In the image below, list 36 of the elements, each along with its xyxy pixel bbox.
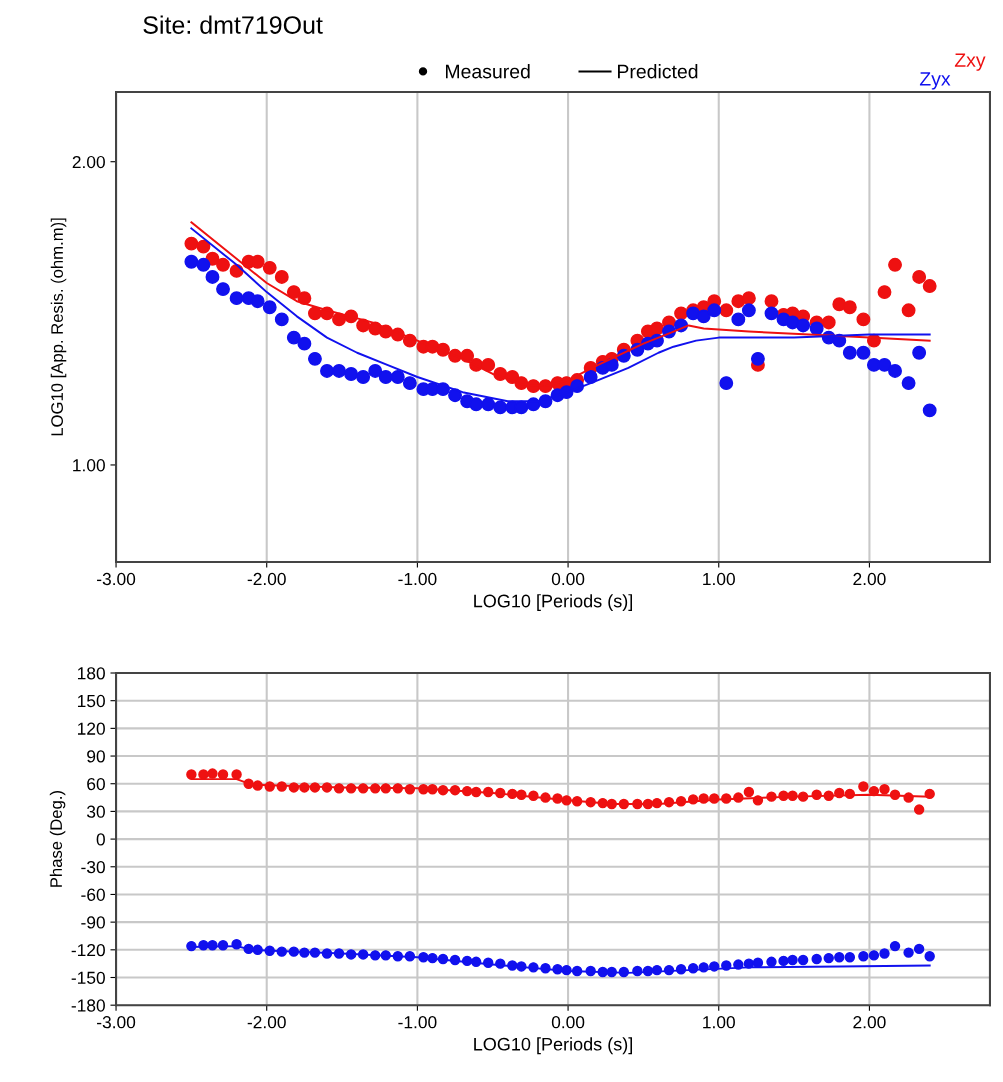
y-tick-label: -60	[81, 888, 105, 901]
x-tick-label: -2.00	[247, 1016, 286, 1029]
x-tick-label: 2.00	[853, 572, 886, 586]
y-tick-label: 150	[77, 694, 105, 708]
y-tick-label: 120	[77, 722, 105, 735]
x-tick-label: -2.00	[247, 572, 286, 586]
x-tick-label: 1.00	[703, 1016, 735, 1029]
text: Measured	[445, 64, 530, 79]
y-tick-label: -120	[71, 943, 105, 957]
x-tick-label: 0.00	[551, 572, 585, 586]
chart-title: Site: dmt719Out	[143, 15, 323, 34]
text: Zyx	[919, 72, 951, 90]
y-tick-label: -30	[81, 860, 105, 874]
y-axis-title: LOG10 [App. Resis. (ohm.m)]	[50, 218, 67, 436]
y-tick-label: 60	[87, 777, 105, 791]
y-tick-label: 0	[96, 833, 105, 846]
y-tick-label: 30	[86, 805, 105, 818]
y-tick-label: 2.00	[72, 155, 105, 169]
x-axis-title: LOG10 [Periods (s)]	[474, 1037, 632, 1055]
x-axis-title: LOG10 [Periods (s)]	[474, 594, 632, 611]
text: Predicted	[618, 64, 698, 79]
x-tick-label: -1.00	[398, 1016, 437, 1029]
y-tick-label: -180	[71, 999, 105, 1012]
x-tick-label: 0.00	[551, 1016, 585, 1029]
y-tick-label: 1.00	[73, 459, 105, 472]
y-tick-label: -90	[81, 916, 105, 929]
y-tick-label: -150	[71, 971, 105, 984]
x-tick-label: -3.00	[97, 572, 136, 586]
y-axis-title: Phase (Deg.)	[49, 791, 66, 887]
x-tick-label: -3.00	[97, 1016, 136, 1029]
y-tick-label: 90	[87, 750, 105, 763]
x-tick-label: -1.00	[398, 572, 437, 586]
x-tick-label: 2.00	[853, 1016, 886, 1029]
y-tick-label: 180	[77, 667, 105, 680]
x-tick-label: 1.00	[703, 572, 735, 586]
text: Zxy	[954, 53, 986, 71]
